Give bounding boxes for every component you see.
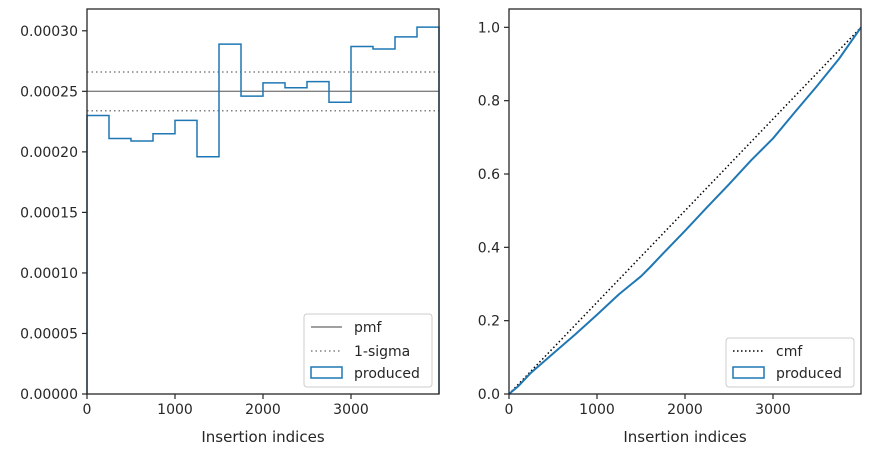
legend-pmf-label: pmf (354, 320, 383, 336)
x-tick-label: 3000 (755, 402, 791, 418)
x-tick-label: 2000 (667, 402, 703, 418)
y-tick-label: 0.00005 (20, 326, 78, 342)
y-tick-label: 0.0 (478, 387, 500, 403)
y-tick-label: 0.00010 (20, 266, 78, 282)
y-tick-label: 0.6 (478, 167, 500, 183)
left-legend: pmf 1-sigma produced (303, 313, 433, 388)
x-tick-label: 3000 (333, 402, 369, 418)
produced-cdf-line (508, 26, 862, 395)
right-chart: 0 1000 2000 3000 0.0 0.2 0.4 0.6 0.8 1.0 Insertio… (478, 8, 862, 446)
y-tick-label: 0.00030 (20, 24, 78, 40)
x-tick-label: 2000 (245, 402, 281, 418)
x-tick-label: 1000 (157, 402, 193, 418)
left-legend-box (303, 313, 433, 388)
legend-produced-label: produced (354, 366, 420, 382)
produced-histogram (86, 26, 440, 394)
y-tick-label: 1.0 (478, 20, 500, 36)
left-plot-area (86, 26, 440, 394)
x-tick-label: 1000 (579, 402, 615, 418)
y-tick-label: 0.00020 (20, 145, 78, 161)
left-x-axis-label: Insertion indices (201, 428, 324, 446)
x-tick-label: 0 (83, 402, 92, 418)
y-tick-label: 0.4 (478, 240, 500, 256)
y-tick-label: 0.00015 (20, 205, 78, 221)
right-axes-frame (508, 8, 862, 395)
legend-produced-cdf-swatch (732, 366, 765, 379)
legend-sigma-label: 1-sigma (354, 344, 410, 360)
right-x-axis-label: Insertion indices (623, 428, 746, 446)
y-tick-label: 0.2 (478, 314, 500, 330)
right-legend: cmf produced (725, 337, 855, 388)
legend-produced-cdf-label: produced (776, 366, 842, 382)
right-ticks: 0 1000 2000 3000 0.0 0.2 0.4 0.6 0.8 1.0 (478, 20, 791, 418)
legend-cmf-label: cmf (776, 344, 803, 360)
cmf-line (508, 26, 862, 395)
y-tick-label: 0.00025 (20, 84, 78, 100)
left-chart: 0 1000 2000 3000 0.00000 0.00005 0.00010 0.0001… (20, 8, 440, 446)
left-ticks: 0 1000 2000 3000 0.00000 0.00005 0.00010 0.0001… (20, 24, 369, 418)
x-tick-label: 0 (505, 402, 514, 418)
y-tick-label: 0.8 (478, 94, 500, 110)
legend-produced-swatch (310, 366, 343, 379)
y-tick-label: 0.00000 (20, 387, 78, 403)
right-plot-area (508, 26, 862, 395)
